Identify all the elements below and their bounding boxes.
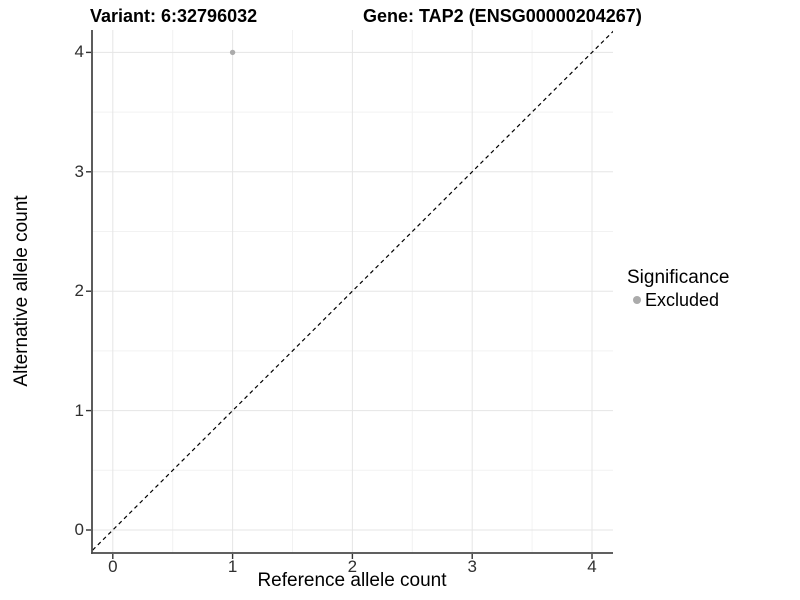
x-tick-label-3: 3 [467, 557, 477, 576]
x-tick-label-2: 2 [347, 557, 358, 576]
legend-title: Significance [627, 267, 730, 288]
y-tick-label-1: 1 [74, 400, 84, 420]
y-tick-label-3: 3 [74, 161, 84, 181]
x-tick-label-1: 1 [227, 557, 238, 576]
data-point-excluded [229, 49, 236, 56]
x-axis-title: Reference allele count [257, 570, 447, 591]
y-tick-label-4: 4 [74, 42, 84, 62]
y-tick-label-0: 0 [74, 520, 84, 539]
plot-title-gene: Gene: TAP2 (ENSG00000204267) [363, 6, 642, 26]
y-tick-label-2: 2 [74, 281, 84, 301]
plot-title-variant: Variant: 6:32796032 [90, 6, 258, 26]
legend-item-excluded: Excluded [627, 290, 729, 310]
identity-reference-line [92, 30, 613, 552]
y-axis-title: Alternative allele count [11, 195, 32, 387]
excluded-point-icon [633, 296, 641, 304]
x-tick-label-0: 0 [108, 557, 118, 576]
legend: Significance Excluded [627, 267, 729, 310]
legend-item-label: Excluded [645, 290, 720, 310]
x-tick-label-4: 4 [587, 557, 597, 576]
